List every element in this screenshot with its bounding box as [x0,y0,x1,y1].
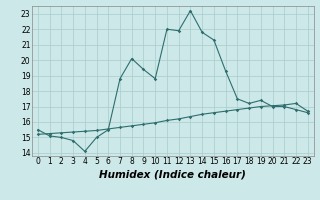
X-axis label: Humidex (Indice chaleur): Humidex (Indice chaleur) [100,169,246,179]
